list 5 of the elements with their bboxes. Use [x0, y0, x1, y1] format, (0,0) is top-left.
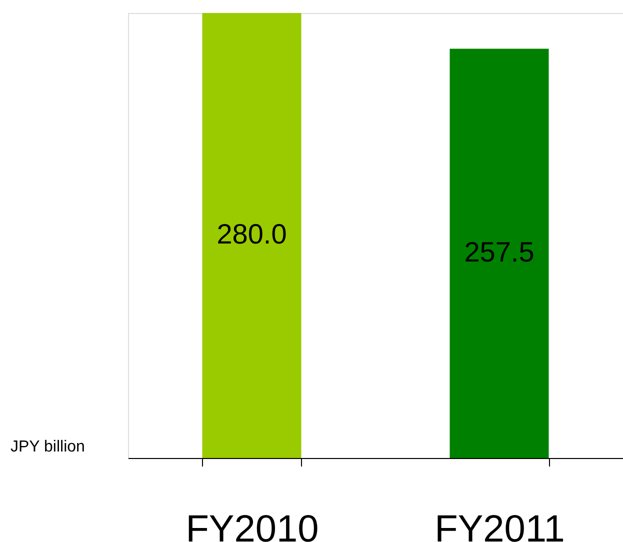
data-label: 280.0 [216, 218, 287, 250]
data-label: 257.5 [464, 236, 534, 268]
x-tick-label: FY2010 [186, 508, 319, 542]
x-tick-label: FY2011 [434, 508, 565, 542]
y-axis-title: JPY billion [10, 438, 85, 456]
